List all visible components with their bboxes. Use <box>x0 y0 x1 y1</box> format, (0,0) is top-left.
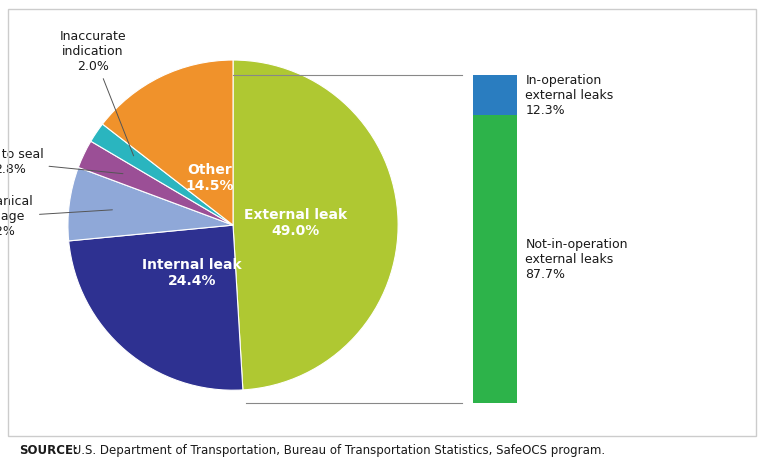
Text: In-operation
external leaks
12.3%: In-operation external leaks 12.3% <box>526 74 613 117</box>
Wedge shape <box>233 60 398 390</box>
Text: Inaccurate
indication
2.0%: Inaccurate indication 2.0% <box>60 30 134 156</box>
Wedge shape <box>69 225 243 390</box>
Text: External leak
49.0%: External leak 49.0% <box>244 208 348 238</box>
Wedge shape <box>102 60 233 225</box>
Text: Other
14.5%: Other 14.5% <box>186 163 234 193</box>
Wedge shape <box>68 167 233 241</box>
Text: Not-in-operation
external leaks
87.7%: Not-in-operation external leaks 87.7% <box>526 238 628 281</box>
Text: Fail to seal
2.8%: Fail to seal 2.8% <box>0 148 123 176</box>
Text: SOURCE:: SOURCE: <box>19 444 78 457</box>
Bar <box>473 75 516 115</box>
Wedge shape <box>91 124 233 225</box>
Text: Internal leak
24.4%: Internal leak 24.4% <box>142 257 242 288</box>
Wedge shape <box>79 141 233 225</box>
Text: Mechanical
damage
7.2%: Mechanical damage 7.2% <box>0 196 112 238</box>
Text: U.S. Department of Transportation, Bureau of Transportation Statistics, SafeOCS : U.S. Department of Transportation, Burea… <box>69 444 605 457</box>
Bar <box>473 115 516 403</box>
